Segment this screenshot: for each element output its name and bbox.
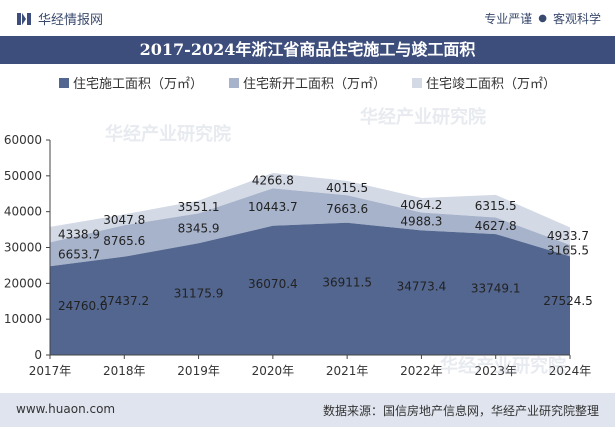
x-tick-label: 2020年 (252, 364, 295, 378)
data-label-s0: 31175.9 (174, 287, 224, 301)
tagline-right: 客观科学 (552, 12, 601, 26)
x-tick-label: 2017年 (29, 364, 72, 378)
y-tick-label: 30000 (4, 241, 42, 255)
y-tick-label: 50000 (4, 169, 42, 183)
legend-label-new-start: 住宅新开工面积（万㎡） (242, 77, 386, 92)
legend-item-construction[interactable]: 住宅施工面积（万㎡） (58, 73, 203, 92)
x-tick-label: 2018年 (103, 364, 146, 378)
data-label-s2: 4338.9 (58, 228, 100, 242)
data-label-s1: 3165.5 (547, 244, 589, 258)
y-tick-label: 0 (34, 348, 42, 362)
footer-url[interactable]: www.huaon.com (16, 402, 116, 416)
data-label-s2: 3047.8 (103, 213, 145, 227)
chart-legend: 住宅施工面积（万㎡） 住宅新开工面积（万㎡） 住宅竣工面积（万㎡） (0, 73, 615, 92)
data-label-s1: 10443.7 (248, 200, 298, 214)
chart-title: 2017-2024年浙江省商品住宅施工与竣工面积 (0, 36, 615, 64)
data-label-s0: 34773.4 (397, 279, 447, 293)
data-label-s1: 8345.9 (178, 221, 220, 235)
tagline: 专业严谨 ● 客观科学 (484, 10, 601, 27)
data-label-s1: 7663.6 (326, 202, 368, 216)
data-label-s2: 4015.5 (326, 181, 368, 195)
data-label-s1: 8765.6 (103, 234, 145, 248)
data-label-s2: 6315.5 (475, 199, 517, 213)
legend-label-construction: 住宅施工面积（万㎡） (72, 77, 203, 92)
data-label-s2: 3551.1 (178, 200, 220, 214)
legend-swatch-completed (412, 77, 422, 88)
footer: www.huaon.com 数据来源：国信房地产信息网，华经产业研究院整理 (0, 393, 615, 427)
legend-swatch-construction (58, 77, 69, 88)
brand[interactable]: 华经情报网 (16, 9, 103, 28)
y-tick-label: 10000 (4, 312, 42, 326)
y-tick-label: 20000 (4, 276, 42, 290)
data-label-s2: 4064.2 (400, 198, 442, 212)
footer-source: 数据来源：国信房地产信息网，华经产业研究院整理 (322, 404, 599, 418)
x-tick-label: 2019年 (177, 364, 220, 378)
legend-label-completed: 住宅竣工面积（万㎡） (426, 77, 557, 92)
data-label-s0: 27524.5 (543, 294, 593, 308)
data-label-s0: 27437.2 (99, 294, 149, 308)
x-tick-label: 2024年 (549, 364, 592, 378)
data-label-s0: 36911.5 (322, 275, 372, 289)
series-area-0 (50, 222, 570, 355)
top-bar: 华经情报网 专业严谨 ● 客观科学 (0, 0, 615, 36)
data-label-s1: 4988.3 (400, 214, 442, 228)
x-tick-label: 2021年 (326, 364, 369, 378)
legend-item-completed[interactable]: 住宅竣工面积（万㎡） (412, 73, 556, 92)
x-tick-label: 2022年 (400, 364, 443, 378)
x-tick-label: 2023年 (474, 364, 517, 378)
data-label-s2: 4933.7 (547, 229, 589, 243)
series-area-2 (50, 173, 570, 246)
data-label-s2: 4266.8 (252, 174, 294, 188)
data-label-s0: 33749.1 (471, 281, 521, 295)
legend-item-new-start[interactable]: 住宅新开工面积（万㎡） (228, 73, 386, 92)
bullet-icon: ● (538, 13, 547, 24)
data-label-s1: 6653.7 (58, 247, 100, 261)
series-area-1 (50, 188, 570, 267)
y-tick-label: 60000 (4, 133, 42, 147)
y-tick-label: 40000 (4, 205, 42, 219)
tagline-left: 专业严谨 (484, 12, 533, 26)
data-label-s1: 4627.8 (475, 219, 517, 233)
stacked-area-chart: 0 10000 20000 30000 40000 50000 60000 2017年 2018… (4, 133, 593, 378)
data-label-s0: 36070.4 (248, 277, 298, 291)
data-label-s0: 24760.0 (58, 299, 108, 313)
brand-name: 华经情报网 (38, 13, 104, 28)
legend-swatch-new-start (228, 77, 239, 88)
brand-logo-icon (17, 12, 31, 25)
